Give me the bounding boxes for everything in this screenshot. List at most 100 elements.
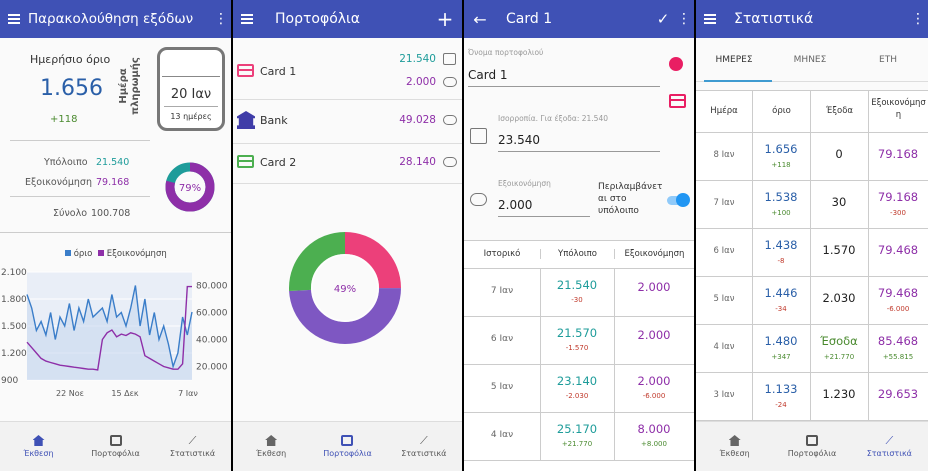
history-row[interactable]: 4 Ιαν 25.170 +21.770 8.000 +8.000	[464, 413, 694, 461]
balance-hint: Ισορροπία. Για έξοδα: 21.540	[498, 114, 608, 123]
home-icon	[32, 435, 45, 446]
chart-legend: όριο Εξοικονόμηση	[65, 249, 167, 259]
stats-row[interactable]: 4 Ιαν 1.480 +347 Έσοδα +21.770 85.468 +55.815	[696, 325, 928, 373]
savings-field-label: Εξοικονόμηση	[498, 179, 551, 188]
card-detail-screen: ← Card 1 ✓ ⋮ Όνομα πορτοφολιού Ισορροπία…	[464, 0, 694, 471]
history-row[interactable]: 5 Ιαν 23.140 -2.030 2.000 -6.000	[464, 365, 694, 413]
confirm-check-icon[interactable]: ✓	[656, 10, 670, 28]
stats-limit-delta: -8	[777, 257, 785, 265]
stats-header-cell: Ημέρα	[710, 106, 738, 116]
stats-limit: 1.446	[764, 286, 798, 300]
back-arrow-icon[interactable]: ←	[473, 9, 487, 29]
nav-wallets[interactable]: Πορτοφόλια	[773, 422, 850, 471]
history-balance: 25.170	[556, 422, 598, 436]
history-row[interactable]: 6 Ιαν 21.570 -1.570 2.000	[464, 317, 694, 365]
more-options-icon[interactable]: ⋮	[214, 11, 228, 27]
wallet-row-card1[interactable]: Card 1 21.540 2.000	[233, 44, 462, 100]
menu-icon[interactable]	[241, 14, 253, 24]
daily-limit-label: Ημερήσιο όριο	[30, 53, 111, 66]
overview-app-bar: Παρακολούθηση εξόδων ⋮	[0, 0, 231, 38]
nav-overview[interactable]: Έκθεση	[696, 422, 773, 471]
stats-row[interactable]: 8 Ιαν 1.656 +118 0 79.168	[696, 133, 928, 181]
y-left-tick: 900	[1, 376, 18, 386]
tab-months[interactable]: ΜΗΝΕΣ	[793, 55, 827, 65]
card-title: Card 1	[506, 11, 553, 27]
donut-savings-slice	[165, 162, 215, 212]
payday-box[interactable]: 20 Ιαν 13 ημέρες	[157, 47, 225, 131]
wallet-row-card2[interactable]: Card 2 28.140	[233, 144, 462, 184]
payday-label: Ημέρα πληρωμής	[118, 57, 141, 115]
history-date: 7 Ιαν	[490, 286, 514, 296]
stats-limit-delta: +347	[771, 353, 791, 361]
nav-wallets-label: Πορτοφόλια	[91, 449, 140, 458]
history-savings: 8.000	[637, 422, 671, 436]
nav-stats[interactable]: ⟋ Στατιστικά	[386, 422, 462, 471]
balance-label: Υπόλοιπο	[44, 157, 88, 168]
stats-header-cell: όριο	[752, 91, 810, 133]
wallet-balance-icon	[443, 53, 456, 65]
card-type-icon[interactable]	[669, 94, 686, 108]
history-balance: 21.570	[556, 326, 598, 340]
nav-overview-label: Έκθεση	[256, 449, 287, 458]
stats-expenses: 1.570	[822, 243, 856, 257]
stats-limit-delta: -34	[775, 305, 787, 313]
stats-savings: 79.168	[877, 190, 919, 204]
add-wallet-icon[interactable]: +	[436, 7, 454, 31]
bottom-nav: Έκθεση Πορτοφόλια ⟋ Στατιστικά	[233, 421, 462, 471]
menu-icon[interactable]	[704, 14, 716, 24]
piggy-bank-icon	[443, 115, 457, 125]
nav-stats[interactable]: ⟋ Στατιστικά	[851, 422, 928, 471]
legend-savings: Εξοικονόμηση	[106, 249, 167, 259]
menu-icon[interactable]	[8, 14, 20, 24]
stats-tabs: ΗΜΕΡΕΣ ΜΗΝΕΣ ΕΤΗ	[696, 38, 928, 82]
history-savings: 2.000	[637, 374, 671, 388]
stats-row[interactable]: 3 Ιαν 1.133 -24 1.230 29.653	[696, 373, 928, 421]
nav-wallets[interactable]: Πορτοφόλια	[77, 422, 154, 471]
stats-row[interactable]: 5 Ιαν 1.446 -34 2.030 79.468 -6.000	[696, 277, 928, 325]
nav-overview[interactable]: Έκθεση	[0, 422, 77, 471]
include-in-balance-toggle[interactable]	[667, 193, 690, 207]
wallet-name: Bank	[260, 114, 288, 127]
history-row[interactable]: 7 Ιαν 21.540 -30 2.000	[464, 269, 694, 317]
card-app-bar: ← Card 1 ✓ ⋮	[464, 0, 694, 38]
tab-years[interactable]: ΕΤΗ	[879, 55, 897, 65]
limit-line	[26, 285, 193, 370]
piggy-bank-icon	[443, 77, 457, 87]
wallets-screen: Πορτοφόλια + Card 1 21.540 2.000 Bank 49…	[233, 0, 462, 471]
x-tick: 7 Ιαν	[178, 389, 198, 398]
balance-value: 21.540	[96, 157, 130, 168]
more-options-icon[interactable]: ⋮	[677, 11, 691, 27]
wallet-row-bank[interactable]: Bank 49.028	[233, 100, 462, 144]
donut-slice	[289, 232, 401, 344]
wallet-savings: 2.000	[405, 76, 436, 88]
savings-line	[26, 285, 192, 371]
nav-stats[interactable]: ⟋ Στατιστικά	[154, 422, 231, 471]
payday-date: 20 Ιαν	[170, 87, 212, 102]
history-balance: 23.140	[556, 374, 598, 388]
color-picker-dot[interactable]	[669, 57, 683, 71]
bottom-nav: Έκθεση Πορτοφόλια ⟋ Στατιστικά	[0, 421, 231, 471]
y-right-tick: 60.000	[196, 309, 228, 319]
stats-row[interactable]: 6 Ιαν 1.438 -8 1.570 79.468	[696, 229, 928, 277]
tab-days[interactable]: ΗΜΕΡΕΣ	[715, 55, 753, 65]
stats-savings: 79.468	[877, 243, 919, 257]
more-options-icon[interactable]: ⋮	[911, 11, 925, 27]
stats-header: Ημέρα όριο Έξοδα Εξοικονόμησ η	[696, 91, 928, 133]
history-table: Ιστορικό Υπόλοιπο Εξοικονόμηση 7 Ιαν 21.540 -…	[464, 240, 694, 471]
stats-day: 4 Ιαν	[713, 342, 735, 352]
savings-value: 79.168	[96, 177, 130, 188]
stats-screen: Στατιστικά ⋮ ΗΜΕΡΕΣ ΜΗΝΕΣ ΕΤΗ Ημέρα όριο Έ…	[696, 0, 928, 471]
stats-row[interactable]: 7 Ιαν 1.538 +100 30 79.168 -300	[696, 181, 928, 229]
savings-input[interactable]	[498, 193, 590, 217]
nav-stats-label: Στατιστικά	[866, 449, 912, 458]
balance-input[interactable]	[498, 128, 660, 152]
nav-overview[interactable]: Έκθεση	[233, 422, 309, 471]
donut-hole	[313, 256, 377, 320]
wallets-app-bar: Πορτοφόλια +	[233, 0, 462, 38]
stats-expenses: 30	[831, 195, 847, 209]
history-date: 4 Ιαν	[490, 430, 514, 440]
home-icon	[265, 435, 278, 446]
stats-savings-delta: -300	[890, 209, 906, 217]
nav-wallets[interactable]: Πορτοφόλια	[309, 422, 385, 471]
wallet-name-input[interactable]	[468, 63, 660, 87]
